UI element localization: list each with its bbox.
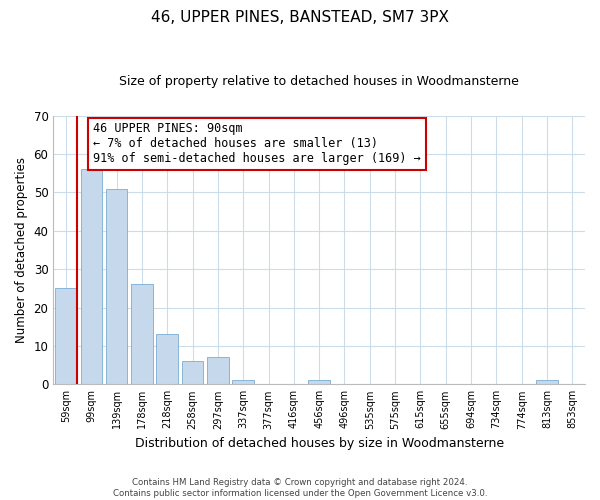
Bar bbox=[80, 170, 102, 384]
Text: Contains HM Land Registry data © Crown copyright and database right 2024.
Contai: Contains HM Land Registry data © Crown c… bbox=[113, 478, 487, 498]
Bar bbox=[536, 380, 558, 384]
Text: 46 UPPER PINES: 90sqm
← 7% of detached houses are smaller (13)
91% of semi-detac: 46 UPPER PINES: 90sqm ← 7% of detached h… bbox=[93, 122, 421, 166]
Title: Size of property relative to detached houses in Woodmansterne: Size of property relative to detached ho… bbox=[119, 75, 519, 88]
Bar bbox=[207, 358, 229, 384]
Text: 46, UPPER PINES, BANSTEAD, SM7 3PX: 46, UPPER PINES, BANSTEAD, SM7 3PX bbox=[151, 10, 449, 25]
Bar bbox=[308, 380, 330, 384]
Bar bbox=[182, 362, 203, 384]
Y-axis label: Number of detached properties: Number of detached properties bbox=[15, 157, 28, 343]
X-axis label: Distribution of detached houses by size in Woodmansterne: Distribution of detached houses by size … bbox=[134, 437, 504, 450]
Bar bbox=[106, 188, 127, 384]
Bar bbox=[131, 284, 152, 384]
Bar bbox=[55, 288, 77, 384]
Bar bbox=[232, 380, 254, 384]
Bar bbox=[157, 334, 178, 384]
